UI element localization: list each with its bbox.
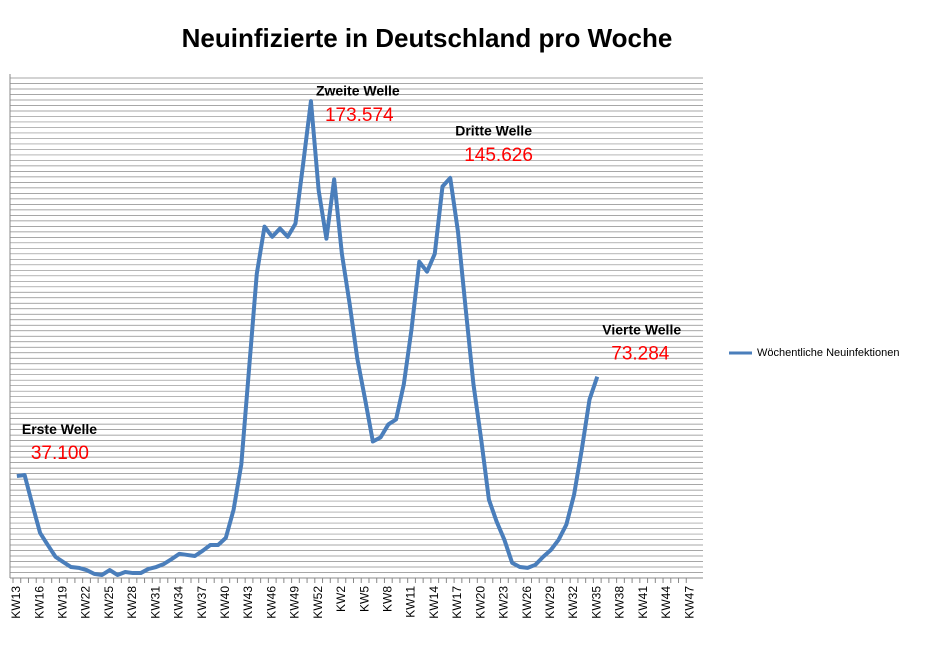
x-tick-label: KW5 [357, 586, 371, 612]
x-tick-label: KW25 [102, 586, 116, 619]
x-tick-label: KW43 [241, 586, 255, 619]
x-tick-label: KW8 [380, 586, 394, 612]
x-tick-label: KW26 [520, 586, 534, 619]
data-label: 37.100 [31, 443, 89, 464]
x-tick-label: KW16 [32, 586, 46, 619]
x-tick-label: KW46 [264, 586, 278, 619]
x-tick-label: KW31 [148, 586, 162, 619]
data-label: 173.574 [325, 105, 394, 126]
annotation: Zweite Welle [316, 83, 400, 99]
x-tick-label: KW23 [497, 586, 511, 619]
x-tick-label: KW17 [450, 586, 464, 619]
x-tick-label: KW13 [9, 586, 23, 619]
x-tick-label: KW49 [288, 586, 302, 619]
x-tick-label: KW44 [659, 586, 673, 619]
x-tick-label: KW14 [427, 586, 441, 619]
x-tick-label: KW20 [473, 586, 487, 619]
x-tick-label: KW19 [55, 586, 69, 619]
x-tick-label: KW32 [566, 586, 580, 619]
x-tick-label: KW41 [636, 586, 650, 619]
x-tick-label: KW34 [172, 586, 186, 619]
x-tick-label: KW37 [195, 586, 209, 619]
data-label: 145.626 [464, 145, 533, 166]
data-line [16, 99, 600, 577]
data-label: 73.284 [611, 344, 670, 365]
x-tick-label: KW38 [613, 586, 627, 619]
annotation: Dritte Welle [455, 123, 532, 139]
x-tick-label: KW40 [218, 586, 232, 619]
x-tick-label: KW2 [334, 586, 348, 612]
x-tick-label: KW29 [543, 586, 557, 619]
chart-title: Neuinfizierte in Deutschland pro Woche [182, 23, 673, 53]
x-tick-label: KW22 [79, 586, 93, 619]
annotation: Vierte Welle [602, 321, 681, 337]
x-tick-label: KW11 [404, 586, 418, 618]
x-tick-label: KW47 [682, 586, 696, 619]
legend-label: Wöchentliche Neuinfektionen [757, 347, 899, 359]
annotation: Erste Welle [22, 421, 97, 437]
x-tick-label: KW28 [125, 586, 139, 619]
x-tick-label: KW52 [311, 586, 325, 619]
x-tick-label: KW35 [589, 586, 603, 619]
